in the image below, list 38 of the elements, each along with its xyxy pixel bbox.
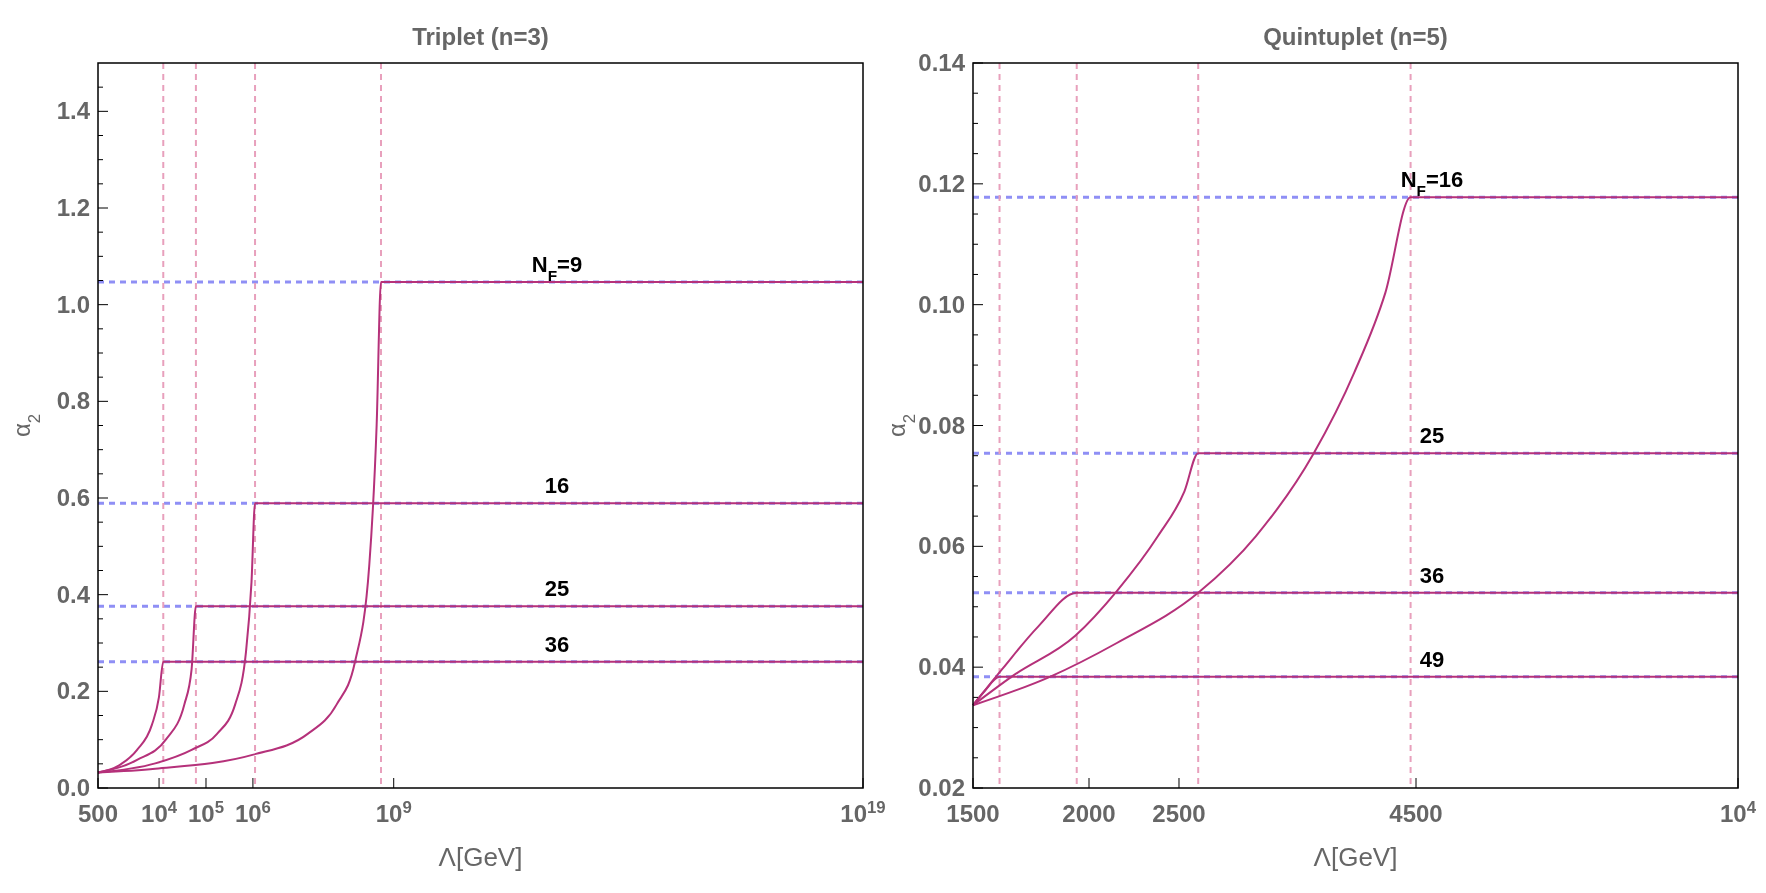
y-tick-label: 0.2 xyxy=(56,677,90,705)
y-tick-label: 0.10 xyxy=(918,290,965,318)
x-tick-label: 500 xyxy=(77,800,119,827)
chart-title: Triplet (n=3) xyxy=(412,23,549,50)
x-tick-label: 10$^{19}$ xyxy=(840,797,886,827)
y-tick-label: 0.08 xyxy=(918,411,965,439)
x-tick-label: 2500 xyxy=(1152,800,1206,827)
y-tick-label: 0.14 xyxy=(918,49,966,76)
series-label: N$_{F}$=16 xyxy=(1400,167,1464,199)
x-tick-label: 10$^{9}$ xyxy=(375,797,412,827)
x-tick-label: 4500 xyxy=(1389,800,1443,827)
x-tick-label: 10$^{6}$ xyxy=(234,797,271,827)
x-tick-label: 10$^{4}$ xyxy=(1719,797,1757,827)
series-label: 16 xyxy=(544,473,570,499)
series-label: 36 xyxy=(544,631,570,657)
x-tick-label: 10$^{4}$ xyxy=(141,797,178,827)
x-tick-label: 2000 xyxy=(1062,800,1116,827)
series-label: 49 xyxy=(1419,646,1445,672)
y-tick-label: 0.8 xyxy=(56,387,90,415)
y-tick-label: 1.0 xyxy=(56,290,90,318)
x-axis-title: Λ[GeV] xyxy=(438,842,523,872)
y-tick-label: 0.06 xyxy=(918,532,965,560)
series-label: 25 xyxy=(1419,423,1445,449)
y-tick-label: 0.02 xyxy=(918,774,965,801)
y-tick-label: 0.0 xyxy=(56,774,90,801)
chart-title: Quintuplet (n=5) xyxy=(1263,23,1448,50)
x-tick-label: 1500 xyxy=(946,800,1000,827)
y-tick-label: 1.2 xyxy=(56,194,90,221)
y-tick-label: 1.4 xyxy=(56,97,91,125)
y-tick-label: 0.6 xyxy=(56,484,90,511)
series-label: N$_{F}$=9 xyxy=(531,251,583,284)
y-tick-label: 0.4 xyxy=(56,580,91,608)
y-tick-label: 0.04 xyxy=(918,653,966,681)
x-axis-title: Λ[GeV] xyxy=(1313,842,1398,872)
y-tick-label: 0.12 xyxy=(918,169,965,197)
x-tick-label: 10$^{5}$ xyxy=(187,797,225,827)
series-label: 36 xyxy=(1419,562,1445,588)
series-label: 25 xyxy=(544,576,570,602)
